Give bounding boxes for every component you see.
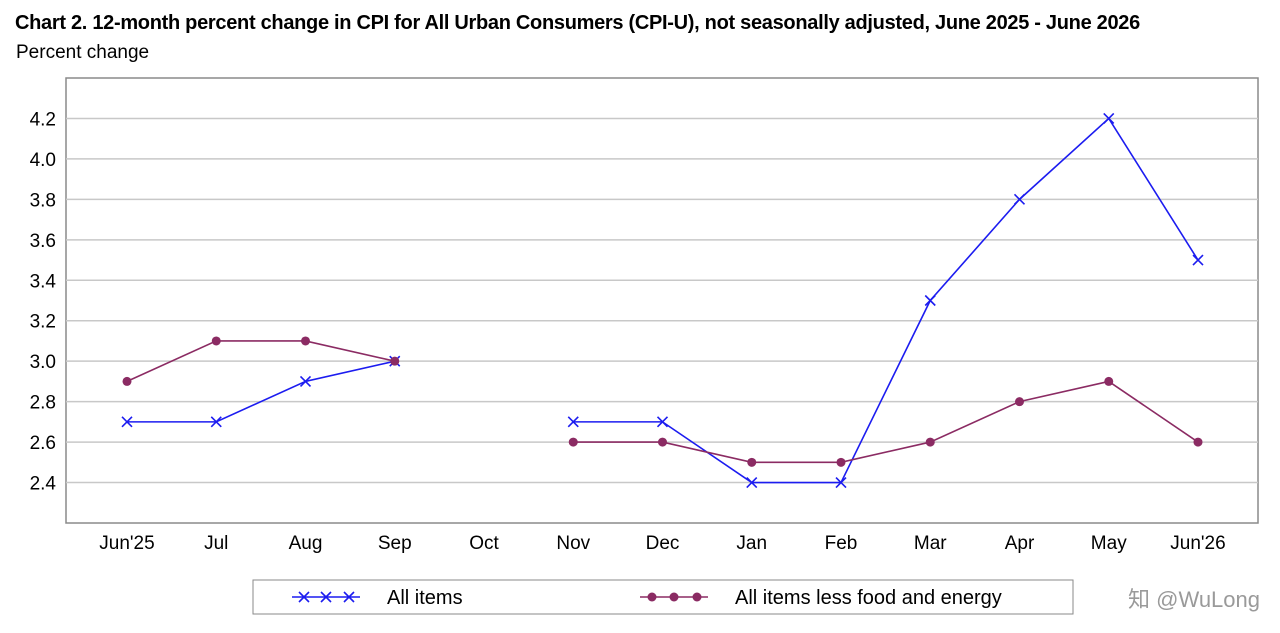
x-tick-label: Dec: [646, 533, 680, 554]
legend-swatch-marker: [320, 591, 332, 603]
series-line: [126, 340, 395, 383]
y-tick-label: 2.6: [30, 433, 56, 454]
data-point: [1104, 376, 1114, 386]
x-tick-label: Mar: [914, 533, 947, 554]
watermark: 知 @WuLong: [1128, 587, 1260, 612]
data-point: [658, 437, 667, 447]
data-point: [211, 336, 221, 346]
data-point: [1103, 112, 1115, 125]
x-tick-label: Apr: [1005, 533, 1035, 554]
legend-item: All items less food and energy: [640, 587, 1002, 609]
data-point: [746, 476, 758, 489]
plot-area: [65, 77, 1259, 524]
data-point: [121, 416, 133, 428]
y-axis: 2.4 2.6 2.8 3.0 3.2 3.4 3.6 3.8 4.0 4.2: [30, 109, 57, 494]
x-tick-label: May: [1091, 533, 1127, 554]
x-tick-label: Oct: [469, 533, 499, 554]
data-point: [925, 437, 935, 447]
data-point: [835, 476, 847, 489]
legend-swatch-marker: [298, 591, 310, 603]
y-tick-label: 3.2: [30, 312, 56, 333]
data-point: [1193, 437, 1203, 447]
y-tick-label: 4.0: [30, 150, 56, 171]
gridlines: [66, 117, 1258, 484]
data-point: [567, 416, 579, 428]
x-tick-label: Jul: [204, 533, 228, 554]
series-1: [122, 336, 1203, 467]
data-point: [1015, 397, 1024, 407]
series-line: [573, 117, 1199, 484]
y-tick-label: 3.0: [30, 352, 56, 373]
x-tick-label: Nov: [556, 533, 590, 554]
data-point: [1013, 193, 1026, 205]
legend: All items All items less food and energy: [292, 587, 1002, 609]
data-point: [122, 376, 132, 386]
y-tick-label: 4.2: [30, 109, 56, 130]
y-axis-label: Percent change: [16, 42, 150, 63]
legend-swatch-marker: [343, 591, 355, 603]
chart-title: Chart 2. 12-month percent change in CPI …: [15, 12, 1140, 34]
x-tick-label: Jan: [736, 533, 767, 554]
series-line: [573, 380, 1199, 464]
data-point: [1192, 254, 1204, 266]
data-point: [390, 356, 400, 366]
legend-label: All items less food and energy: [735, 587, 1002, 609]
x-tick-label: Jun'26: [1170, 533, 1225, 554]
data-point: [210, 416, 222, 428]
x-tick-label: Aug: [289, 533, 323, 554]
data-point: [836, 457, 846, 467]
x-axis: Jun'25 Jul Aug Sep Oct Nov Dec Jan Feb Mar Apr May J…: [99, 533, 1225, 554]
legend-swatch-marker: [669, 592, 679, 602]
series-line: [127, 360, 395, 423]
legend-swatch-marker: [647, 592, 657, 602]
x-tick-label: Feb: [825, 533, 858, 554]
series-layer: [121, 112, 1204, 489]
y-tick-label: 2.4: [30, 474, 57, 495]
legend-item: All items: [292, 587, 463, 609]
legend-swatch-marker: [692, 592, 702, 602]
data-point: [299, 375, 312, 387]
y-tick-label: 3.6: [30, 231, 56, 252]
legend-label: All items: [387, 587, 463, 609]
x-tick-label: Jun'25: [99, 533, 154, 554]
y-tick-label: 2.8: [30, 393, 56, 414]
y-tick-label: 3.8: [30, 190, 56, 211]
data-point: [656, 416, 669, 428]
data-point: [301, 336, 310, 346]
data-point: [924, 294, 936, 307]
y-tick-label: 3.4: [30, 271, 57, 292]
data-point: [568, 437, 578, 447]
data-point: [747, 457, 757, 467]
series-0: [121, 112, 1204, 489]
x-tick-label: Sep: [378, 533, 412, 554]
